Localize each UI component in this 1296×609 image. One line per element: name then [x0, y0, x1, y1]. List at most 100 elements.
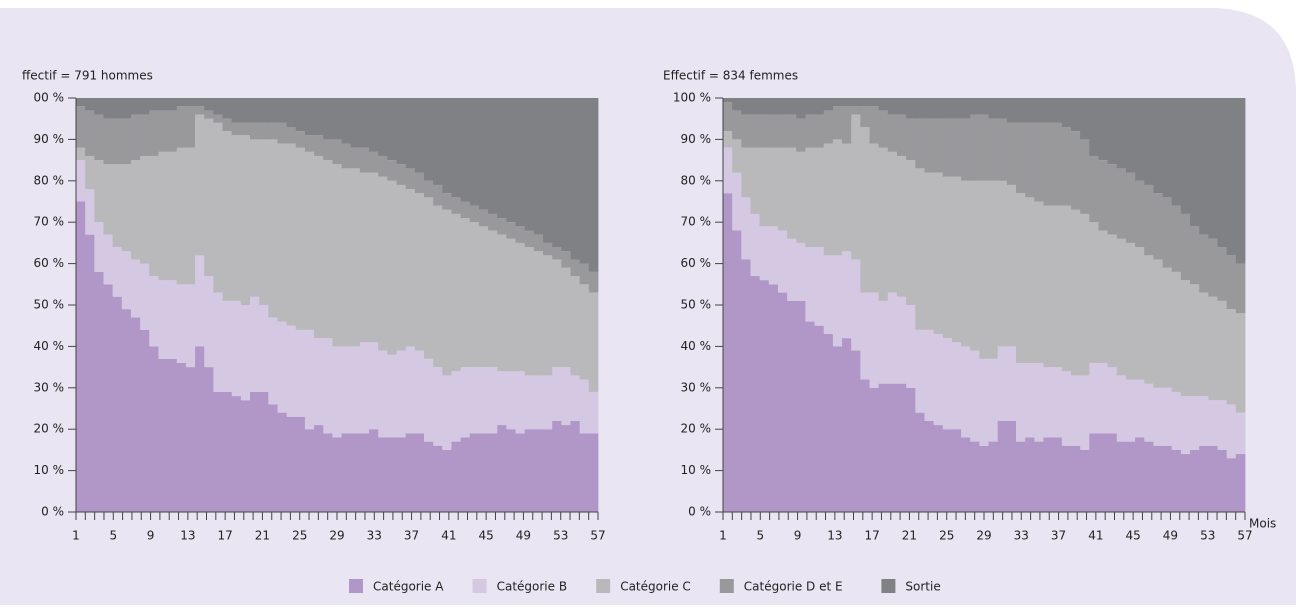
area-segment — [359, 433, 370, 512]
area-segment — [915, 329, 925, 413]
area-segment — [295, 147, 306, 330]
area-segment — [1071, 209, 1081, 376]
area-segment — [94, 271, 104, 512]
area-segment — [414, 350, 425, 434]
area-segment — [405, 168, 416, 190]
area-segment — [497, 218, 507, 235]
area-segment — [1144, 441, 1154, 512]
area-segment — [1135, 437, 1145, 512]
area-segment — [796, 98, 806, 119]
area-segment — [970, 180, 980, 351]
y-tick-label: 80 % — [681, 173, 712, 187]
area-segment — [506, 222, 516, 239]
area-segment — [570, 98, 581, 260]
area-segment — [396, 350, 407, 438]
area-segment — [140, 329, 150, 512]
area-segment — [1043, 122, 1054, 206]
area-segment — [1098, 433, 1109, 512]
area-segment — [112, 118, 123, 165]
x-tick-label: 17 — [865, 529, 880, 543]
area-segment — [1144, 383, 1154, 442]
area-segment — [240, 98, 251, 123]
area-segment — [323, 98, 333, 140]
area-segment — [424, 197, 434, 359]
area-segment — [579, 263, 590, 285]
area-segment — [1180, 454, 1191, 512]
area-segment — [561, 251, 571, 268]
area-segment — [323, 160, 333, 339]
area-segment — [112, 247, 123, 297]
area-segment — [823, 255, 834, 334]
area-segment — [1061, 205, 1072, 372]
area-segment — [304, 135, 315, 152]
area-segment — [887, 292, 898, 384]
area-segment — [195, 255, 205, 347]
area-segment — [561, 367, 571, 426]
area-segment — [570, 375, 581, 421]
area-segment — [359, 342, 370, 434]
area-segment — [204, 276, 214, 368]
area-segment — [369, 151, 379, 173]
area-segment — [887, 151, 898, 293]
area-segment — [231, 396, 242, 512]
area-segment — [231, 122, 242, 136]
area-segment — [942, 98, 953, 119]
area-segment — [997, 98, 1008, 119]
area-segment — [112, 164, 123, 248]
area-segment — [240, 305, 251, 401]
x-tick-label: 49 — [516, 529, 531, 543]
area-segment — [304, 98, 315, 136]
area-segment — [759, 114, 770, 148]
x-tick-label: 21 — [255, 529, 270, 543]
area-segment — [906, 305, 916, 388]
legend-label: Catégorie C — [620, 580, 691, 594]
area-segment — [1006, 122, 1017, 185]
area-segment — [979, 98, 989, 115]
area-segment — [933, 425, 944, 512]
area-segment — [85, 155, 95, 190]
area-segment — [1153, 445, 1163, 512]
area-segment — [570, 420, 581, 512]
area-segment — [121, 164, 132, 252]
area-segment — [469, 222, 480, 368]
x-tick-label: 13 — [180, 529, 195, 543]
x-tick-label: 37 — [404, 529, 419, 543]
area-segment — [469, 98, 480, 206]
legend-swatch — [719, 579, 734, 593]
area-segment — [121, 251, 132, 310]
area-segment — [787, 114, 797, 148]
area-segment — [515, 98, 526, 227]
area-segment — [268, 139, 278, 318]
area-segment — [579, 433, 590, 512]
area-segment — [405, 189, 416, 347]
area-segment — [842, 98, 852, 107]
area-segment — [433, 98, 443, 185]
area-segment — [424, 98, 434, 181]
area-segment — [213, 122, 223, 293]
area-segment — [552, 367, 562, 421]
chart-title: ffectif = 791 hommes — [22, 69, 153, 83]
y-tick-label: 70 % — [681, 215, 712, 229]
area-segment — [832, 106, 843, 140]
legend-swatch — [596, 579, 611, 593]
area-segment — [878, 98, 889, 111]
area-segment — [1217, 247, 1228, 301]
area-segment — [1144, 255, 1154, 384]
area-segment — [304, 329, 315, 430]
area-segment — [906, 160, 916, 305]
area-segment — [887, 383, 898, 512]
area-segment — [433, 367, 443, 446]
area-segment — [1043, 367, 1054, 438]
area-segment — [1208, 238, 1218, 297]
area-segment — [76, 147, 86, 161]
area-segment — [350, 346, 361, 434]
area-segment — [768, 98, 779, 115]
area-segment — [915, 118, 925, 169]
area-segment — [997, 420, 1008, 512]
area-segment — [878, 300, 889, 384]
area-segment — [1135, 180, 1145, 248]
area-segment — [1034, 122, 1044, 202]
area-segment — [1016, 122, 1026, 194]
area-segment — [1016, 441, 1026, 512]
area-segment — [768, 147, 779, 227]
